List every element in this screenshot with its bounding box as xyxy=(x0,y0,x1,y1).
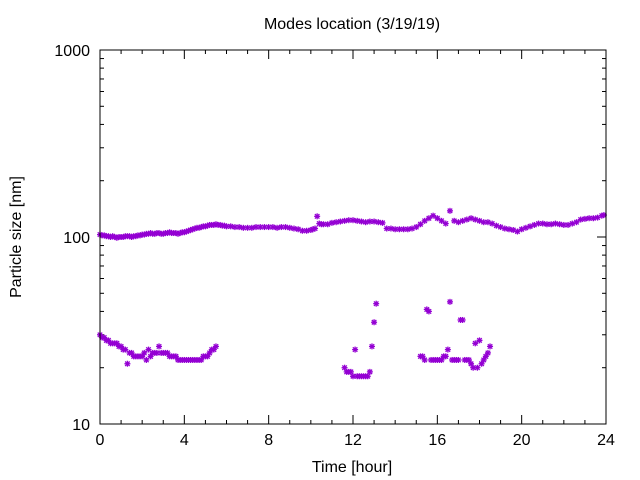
data-point xyxy=(156,343,163,350)
data-point xyxy=(122,346,129,353)
data-point xyxy=(548,221,555,228)
data-point xyxy=(480,219,487,226)
y-tick-label: 1000 xyxy=(54,43,90,60)
data-point xyxy=(556,221,563,228)
data-point xyxy=(539,220,546,227)
x-tick-label: 4 xyxy=(180,432,189,449)
data-point xyxy=(438,217,445,224)
data-point xyxy=(404,226,411,233)
x-tick-label: 20 xyxy=(513,432,531,449)
plot-frame xyxy=(99,49,607,425)
data-point xyxy=(421,217,428,224)
data-point xyxy=(459,316,466,323)
data-point xyxy=(337,218,344,225)
data-point xyxy=(328,219,335,226)
data-point xyxy=(586,215,593,222)
data-point xyxy=(286,224,293,231)
axis-ticks xyxy=(99,50,607,425)
data-point xyxy=(312,225,319,232)
data-point xyxy=(236,224,243,231)
data-point xyxy=(366,218,373,225)
chart-title: Modes location (3/19/19) xyxy=(264,16,440,33)
data-point xyxy=(358,218,365,225)
x-tick-label: 16 xyxy=(428,432,446,449)
data-point xyxy=(371,319,378,326)
data-point xyxy=(212,343,219,350)
data-point xyxy=(446,207,453,214)
x-tick-label: 0 xyxy=(96,432,105,449)
data-point xyxy=(248,224,255,231)
data-point xyxy=(143,356,150,363)
data-point xyxy=(274,224,281,231)
data-point xyxy=(552,220,559,227)
x-tick-label: 12 xyxy=(344,432,362,449)
data-point xyxy=(425,215,432,222)
y-axis-label: Particle size [nm] xyxy=(8,176,25,298)
data-point xyxy=(145,346,152,353)
data-point xyxy=(472,340,479,347)
data-point xyxy=(333,219,340,226)
y-tick-label: 10 xyxy=(72,417,90,434)
data-point xyxy=(153,349,160,356)
data-point xyxy=(577,216,584,223)
x-axis-label: Time [hour] xyxy=(312,459,392,476)
data-point xyxy=(124,360,131,367)
data-point xyxy=(442,220,449,227)
data-point xyxy=(455,356,462,363)
data-point xyxy=(474,364,481,371)
data-point xyxy=(227,223,234,230)
data-point xyxy=(269,224,276,231)
data-point xyxy=(341,217,348,224)
data-point xyxy=(354,217,361,224)
data-point xyxy=(350,217,356,224)
data-point xyxy=(442,353,449,360)
data-point xyxy=(368,343,375,350)
data-points xyxy=(97,207,607,380)
data-point xyxy=(484,349,491,356)
data-point xyxy=(506,226,513,233)
data-point xyxy=(396,226,403,233)
data-point xyxy=(303,227,310,234)
data-point xyxy=(434,215,441,222)
data-point xyxy=(375,219,382,226)
data-point xyxy=(261,224,268,231)
data-point xyxy=(352,346,359,353)
data-point xyxy=(392,226,399,233)
data-point xyxy=(366,368,373,375)
data-point xyxy=(421,356,428,363)
y-tick-label: 100 xyxy=(63,230,90,247)
x-tick-label: 24 xyxy=(597,432,615,449)
data-point xyxy=(487,343,494,350)
data-point xyxy=(501,225,508,232)
data-point xyxy=(417,221,424,228)
data-point xyxy=(299,227,306,234)
data-point xyxy=(573,219,580,226)
data-point xyxy=(446,298,453,305)
data-point xyxy=(371,218,378,225)
data-point xyxy=(476,337,483,344)
data-point xyxy=(141,349,148,356)
data-point xyxy=(350,373,356,380)
data-point xyxy=(430,212,437,219)
data-point xyxy=(373,300,380,307)
axis-tick-labels: 0 4 8 12 16 20 24 10 100 1000 xyxy=(54,43,615,449)
data-point xyxy=(379,219,386,226)
data-point xyxy=(290,225,297,232)
data-point xyxy=(362,219,369,226)
x-tick-label: 8 xyxy=(264,432,273,449)
data-point xyxy=(444,346,451,353)
data-point xyxy=(425,308,432,315)
data-point xyxy=(324,221,331,228)
data-point xyxy=(314,213,321,220)
data-point xyxy=(413,224,420,231)
data-point xyxy=(282,224,289,231)
data-point xyxy=(387,225,394,232)
